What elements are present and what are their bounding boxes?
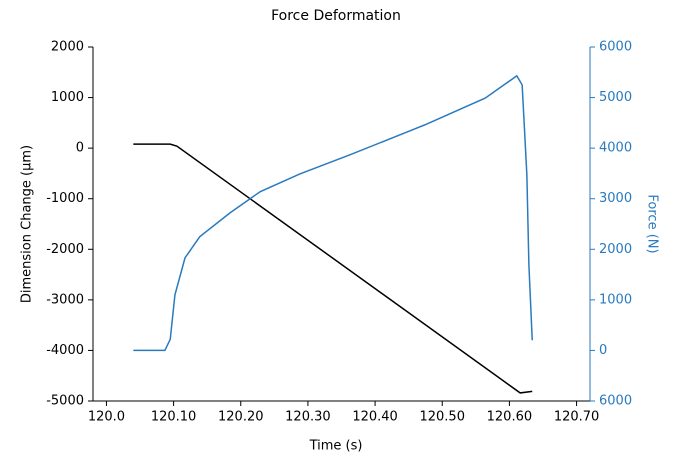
y2-tick-label: 0 [599,343,607,358]
y2-tick-label: 2000 [599,242,632,257]
series-line [133,74,533,352]
x-tick-label: 120.40 [352,410,398,425]
y-axis-label: Dimension Change (μm) [20,145,35,303]
chart-title: Force Deformation [271,8,401,24]
y-tick-label: -2000 [46,242,84,257]
y2-tick-label: 6000 [599,394,632,409]
x-tick-label: 120.0 [88,410,125,425]
x-tick-label: 120.10 [151,410,197,425]
x-tick-label: 120.30 [285,410,331,425]
y-tick-label: -5000 [46,394,84,409]
x-tick-label: 120.50 [419,410,465,425]
y-tick-label: -3000 [46,292,84,307]
y-tick-label: -4000 [46,343,84,358]
x-tick-label: 120.20 [218,410,264,425]
y-tick-label: 2000 [51,40,84,55]
y2-axis-label: Force (N) [645,194,660,253]
x-tick-label: 120.60 [487,410,533,425]
y2-tick-label: 3000 [599,191,632,206]
y2-tick-label: 6000 [599,40,632,55]
x-axis-label: Time (s) [309,439,363,454]
y2-tick-label: 5000 [599,90,632,105]
y2-tick-label: 1000 [599,292,632,307]
y-tick-label: 0 [76,141,84,156]
y-tick-label: -1000 [46,191,84,206]
x-tick-label: 120.70 [554,410,600,425]
y-tick-label: 1000 [51,90,84,105]
y2-tick-label: 4000 [599,141,632,156]
series-line [133,143,533,394]
